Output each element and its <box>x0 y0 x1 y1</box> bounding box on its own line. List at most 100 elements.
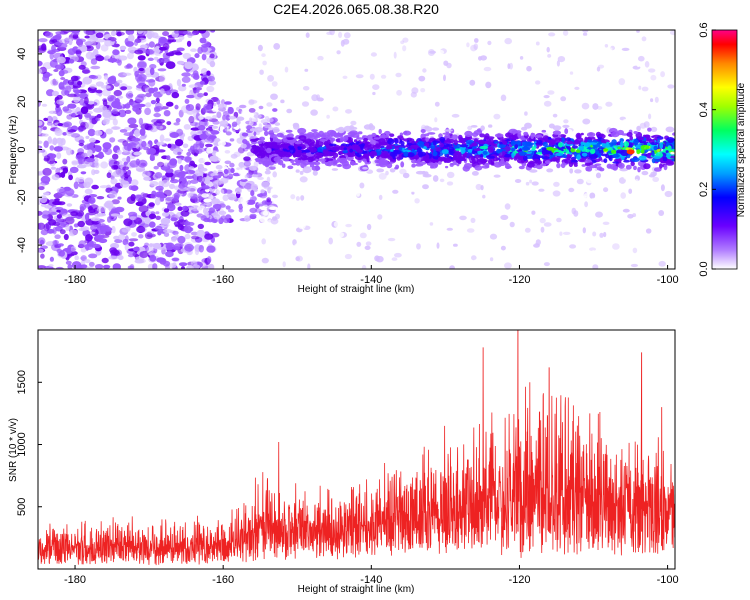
heatmap-cell <box>576 134 581 139</box>
heatmap-cell <box>330 137 334 144</box>
heatmap-cell <box>515 73 522 79</box>
heatmap-cell <box>66 30 76 33</box>
heatmap-cell <box>88 261 95 267</box>
heatmap-cell <box>51 39 58 43</box>
heatmap-cell <box>95 81 104 87</box>
heatmap-cell <box>575 149 581 153</box>
heatmap-cell <box>333 221 339 227</box>
heatmap-cell <box>364 104 371 110</box>
heatmap-cell <box>128 123 139 129</box>
heatmap-cell <box>291 162 297 166</box>
heatmap-cell <box>94 264 104 269</box>
heatmap-cell <box>40 253 45 259</box>
heatmap-cell <box>650 74 657 81</box>
heatmap-cell <box>513 53 519 60</box>
heatmap-cell <box>198 176 206 183</box>
heatmap-cell <box>174 233 179 239</box>
heatmap-cell <box>203 198 212 203</box>
heatmap-cell <box>139 128 146 136</box>
heatmap-cell <box>620 192 626 199</box>
heatmap-cell <box>149 153 155 162</box>
heatmap-cell <box>309 139 316 145</box>
heatmap-cell <box>67 129 77 133</box>
heatmap-cell <box>279 264 283 269</box>
heatmap-cell <box>70 211 79 217</box>
heatmap-cell <box>87 149 93 157</box>
heatmap-cell <box>560 96 567 102</box>
heatmap-cell <box>222 194 229 202</box>
heatmap-cell <box>84 96 89 105</box>
heatmap-cell <box>410 144 419 149</box>
heatmap-cell <box>153 105 164 112</box>
heatmap-cell <box>411 163 416 168</box>
heatmap-cell <box>584 136 588 143</box>
heatmap-cell <box>574 139 579 144</box>
heatmap-cell <box>179 164 184 172</box>
heatmap-cell <box>560 162 566 169</box>
heatmap-cell <box>216 99 221 105</box>
heatmap-cell <box>448 150 452 154</box>
heatmap-cell <box>450 101 456 107</box>
heatmap-cell <box>196 229 206 238</box>
heatmap-cell <box>112 118 118 126</box>
heatmap-cell <box>464 121 470 128</box>
heatmap-cell <box>104 147 113 156</box>
heatmap-cell <box>434 101 440 107</box>
heatmap-cell <box>238 207 243 213</box>
heatmap-cell <box>111 100 121 109</box>
heatmap-cell <box>535 164 543 170</box>
heatmap-cell <box>254 158 261 161</box>
heatmap-cell <box>422 184 429 190</box>
heatmap-cell <box>138 258 146 264</box>
heatmap-cell <box>470 125 478 128</box>
heatmap-cell <box>415 160 421 164</box>
heatmap-cell <box>611 149 617 154</box>
heatmap-cell <box>437 113 444 121</box>
heatmap-cell <box>336 236 341 242</box>
heatmap-cell <box>637 31 644 38</box>
heatmap-cell <box>574 86 580 90</box>
heatmap-cell <box>390 149 394 152</box>
heatmap-cell <box>664 190 673 198</box>
heatmap-cell <box>246 199 256 205</box>
heatmap-cell <box>165 61 176 69</box>
heatmap-cell <box>71 251 78 256</box>
heatmap-cell <box>439 136 446 142</box>
heatmap-cell <box>54 198 60 202</box>
y-tick-label: -20 <box>16 189 28 205</box>
heatmap-cell <box>250 183 258 190</box>
heatmap-cell <box>518 165 525 170</box>
heatmap-cell <box>186 40 192 47</box>
heatmap-cell <box>566 140 574 145</box>
heatmap-cell <box>292 176 297 182</box>
heatmap-cell <box>582 227 586 234</box>
heatmap-cell <box>141 140 147 148</box>
colorbar-axis: 0.0 0.2 0.4 0.6 <box>698 22 716 277</box>
heatmap-cell <box>207 263 215 269</box>
heatmap-cell <box>227 107 234 114</box>
heatmap-cell <box>372 144 381 151</box>
heatmap-cell <box>38 68 43 74</box>
heatmap-cell <box>559 231 563 236</box>
heatmap-cell <box>315 141 324 147</box>
heatmap-cell <box>123 218 133 227</box>
heatmap-cell <box>515 153 520 160</box>
heatmap-cell <box>127 93 133 97</box>
heatmap-cell <box>281 181 288 185</box>
heatmap-cell <box>400 137 405 141</box>
heatmap-cell <box>369 139 377 145</box>
heatmap-cell <box>346 139 353 143</box>
heatmap-cell <box>199 133 208 140</box>
heatmap-cell <box>535 41 540 46</box>
heatmap-cell <box>270 93 278 100</box>
heatmap-cell <box>203 217 211 223</box>
heatmap-cell <box>56 152 62 160</box>
heatmap-cell <box>66 147 72 156</box>
heatmap-cell <box>145 92 152 98</box>
heatmap-cell <box>582 30 589 33</box>
heatmap-cell <box>100 44 109 52</box>
heatmap-cell <box>68 174 73 181</box>
heatmap-cell <box>103 116 111 123</box>
heatmap-cell <box>531 181 539 186</box>
heatmap-cell <box>51 90 60 97</box>
